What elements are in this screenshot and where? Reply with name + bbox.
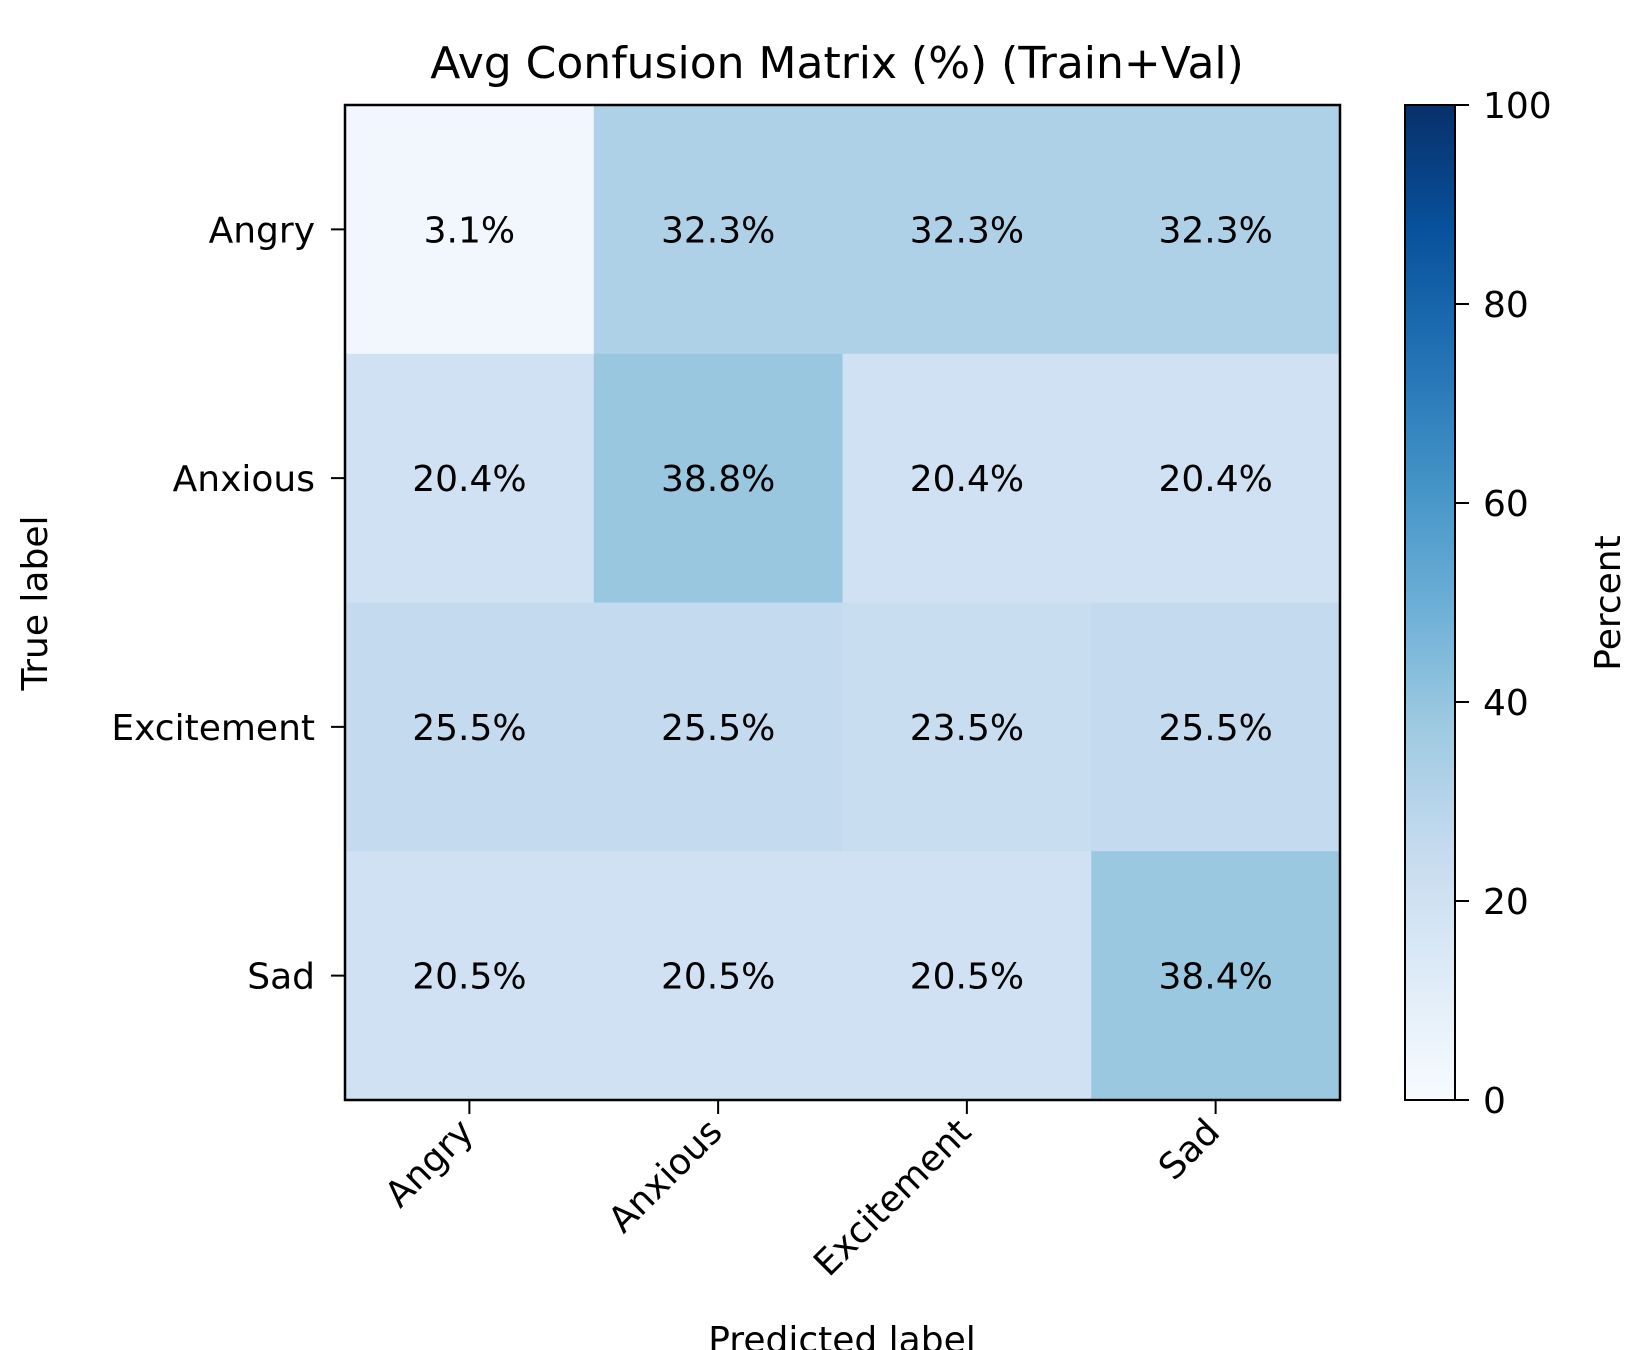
colorbar-tick-label: 60 — [1483, 484, 1529, 525]
x-axis-label: Predicted label — [708, 1320, 976, 1350]
heatmap-cell — [1091, 851, 1341, 1101]
heatmap-cell — [345, 851, 595, 1101]
heatmap-cell — [593, 353, 843, 603]
colorbar-tick-label: 80 — [1483, 285, 1529, 326]
cell-value-label: 20.5% — [910, 957, 1024, 998]
heatmap-cell-labels: 3.1% 32.3% 32.3% 32.3% 20.4% 38.8% 20.4% 20.4% 2… — [412, 210, 1273, 997]
colorbar — [1404, 104, 1456, 1101]
heatmap-cell — [842, 353, 1092, 603]
colorbar-tick-label: 0 — [1483, 1081, 1506, 1122]
heatmap-cells — [345, 105, 1341, 1101]
heatmap-cell — [1091, 602, 1341, 852]
heatmap-cell — [842, 105, 1092, 355]
x-tick-label: Angry — [378, 1111, 482, 1215]
plot-frame — [343, 103, 1342, 1102]
cell-value-label: 25.5% — [412, 708, 526, 749]
heatmap-cell — [593, 602, 843, 852]
colorbar-tick-label: 100 — [1483, 86, 1552, 127]
cell-value-label: 25.5% — [1158, 708, 1272, 749]
x-axis-ticks: Angry Anxious Excitement Sad — [378, 1100, 1228, 1284]
heatmap-cell — [842, 602, 1092, 852]
heatmap-cell — [1091, 105, 1341, 355]
heatmap-cell — [345, 353, 595, 603]
heatmap-cell — [593, 851, 843, 1101]
cell-value-label: 23.5% — [910, 708, 1024, 749]
y-tick-label: Anxious — [173, 459, 315, 500]
cell-value-label: 38.8% — [661, 459, 775, 500]
x-tick-label: Excitement — [806, 1111, 979, 1284]
y-axis-ticks: Angry Anxious Excitement Sad — [111, 210, 345, 998]
y-tick-label: Sad — [247, 957, 315, 998]
heatmap-cell — [842, 851, 1092, 1101]
y-tick-label: Excitement — [111, 708, 315, 749]
heatmap-cell — [345, 105, 595, 355]
cell-value-label: 32.3% — [661, 210, 775, 251]
x-tick-label: Anxious — [601, 1111, 731, 1241]
colorbar-label: Percent — [1588, 535, 1629, 670]
cell-value-label: 38.4% — [1158, 957, 1272, 998]
colorbar-ticks: 0 20 40 60 80 100 — [1455, 86, 1552, 1122]
y-tick-label: Angry — [209, 210, 315, 251]
cell-value-label: 20.4% — [412, 459, 526, 500]
heatmap-cell — [593, 105, 843, 355]
heatmap-cell — [1091, 353, 1341, 603]
cell-value-label: 20.5% — [661, 957, 775, 998]
cell-value-label: 20.5% — [412, 957, 526, 998]
cell-value-label: 32.3% — [1158, 210, 1272, 251]
cell-value-label: 20.4% — [1158, 459, 1272, 500]
x-tick-label: Sad — [1151, 1111, 1228, 1188]
cell-value-label: 25.5% — [661, 708, 775, 749]
cell-value-label: 3.1% — [424, 210, 515, 251]
cell-value-label: 20.4% — [910, 459, 1024, 500]
colorbar-tick-label: 40 — [1483, 683, 1529, 724]
heatmap-cell — [345, 602, 595, 852]
y-axis-label: True label — [15, 516, 56, 692]
colorbar-tick-label: 20 — [1483, 882, 1529, 923]
cell-value-label: 32.3% — [910, 210, 1024, 251]
chart-title: Avg Confusion Matrix (%) (Train+Val) — [430, 38, 1244, 89]
